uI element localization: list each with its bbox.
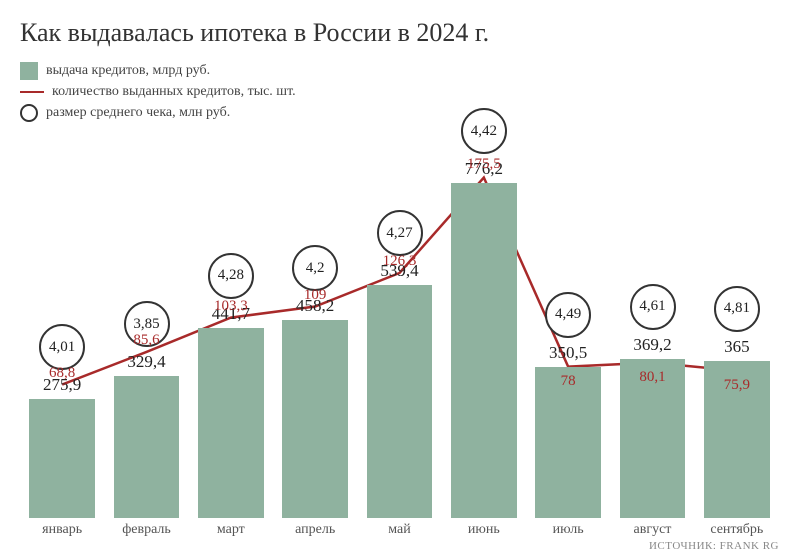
avg-check-circle: 4,2 [292, 245, 338, 291]
avg-check-circle: 4,61 [630, 284, 676, 330]
bar [114, 376, 180, 518]
x-axis-label: май [357, 522, 441, 538]
avg-check-circle: 4,01 [39, 324, 85, 370]
x-axis-label: январь [20, 522, 104, 538]
line-value-label: 126,3 [370, 253, 430, 270]
legend-circle-label: размер среднего чека, млн руб. [46, 105, 230, 121]
x-axis-label: сентябрь [695, 522, 779, 538]
legend-line-row: количество выданных кредитов, тыс. шт. [20, 84, 779, 100]
legend-bar-swatch [20, 62, 38, 80]
legend: выдача кредитов, млрд руб. количество вы… [20, 62, 779, 122]
bar-value-label: 329,4 [112, 352, 182, 372]
line-value-label: 109 [285, 287, 345, 304]
x-axis-label: март [189, 522, 273, 538]
avg-check-circle: 4,42 [461, 108, 507, 154]
chart-title: Как выдавалась ипотека в России в 2024 г… [20, 18, 779, 48]
bar [29, 399, 95, 518]
line-value-label: 68,8 [32, 365, 92, 382]
bar [198, 328, 264, 518]
x-axis-label: февраль [104, 522, 188, 538]
bar-value-label: 365 [702, 337, 772, 357]
line-value-label: 75,9 [707, 377, 767, 394]
legend-circle-row: размер среднего чека, млн руб. [20, 104, 779, 122]
legend-bar-row: выдача кредитов, млрд руб. [20, 62, 779, 80]
legend-line-label: количество выданных кредитов, тыс. шт. [52, 84, 296, 100]
x-axis-label: август [610, 522, 694, 538]
avg-check-circle: 4,27 [377, 210, 423, 256]
bar [451, 183, 517, 518]
line-value-label: 80,1 [623, 369, 683, 386]
x-axis-label: июль [526, 522, 610, 538]
avg-check-circle: 4,49 [545, 292, 591, 338]
line-value-label: 78 [538, 373, 598, 390]
avg-check-circle: 4,28 [208, 253, 254, 299]
x-axis-label: июнь [442, 522, 526, 538]
bar [282, 320, 348, 518]
chart-container: Как выдавалась ипотека в России в 2024 г… [0, 0, 799, 558]
legend-circle-swatch [20, 104, 38, 122]
x-axis-label: апрель [273, 522, 357, 538]
avg-check-circle: 4,81 [714, 286, 760, 332]
line-value-label: 175,5 [454, 156, 514, 173]
source-text: ИСТОЧНИК: FRANK RG [649, 540, 779, 552]
legend-line-swatch [20, 91, 44, 93]
plot-area: 275,94,01январь68,8329,43,85февраль85,64… [20, 130, 779, 518]
bar-value-label: 350,5 [533, 343, 603, 363]
line-value-label: 85,6 [117, 332, 177, 349]
line-value-label: 103,3 [201, 298, 261, 315]
bar [367, 285, 433, 518]
legend-bar-label: выдача кредитов, млрд руб. [46, 63, 210, 79]
bar-value-label: 369,2 [618, 335, 688, 355]
